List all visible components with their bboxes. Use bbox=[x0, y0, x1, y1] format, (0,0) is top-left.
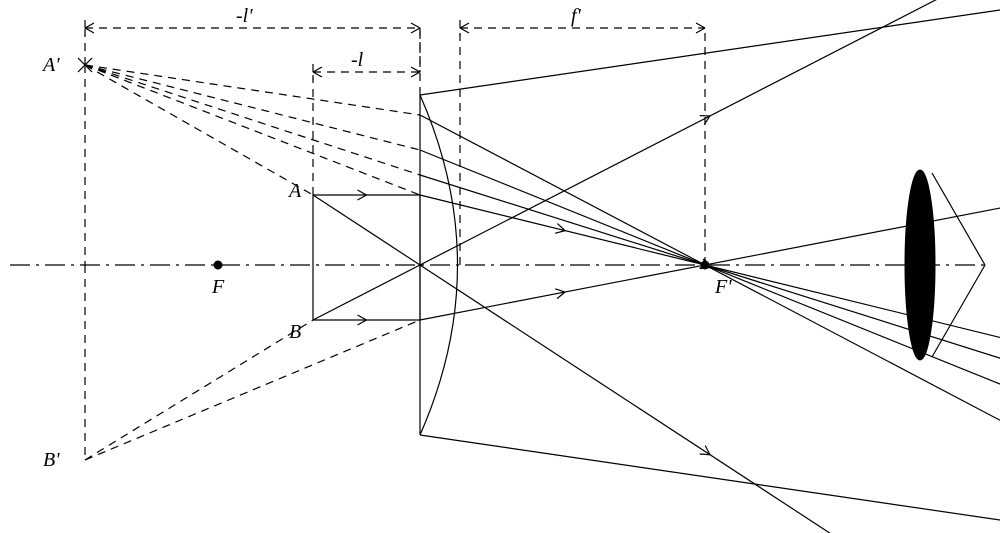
arrow-head bbox=[555, 231, 565, 234]
arrow-head bbox=[411, 72, 420, 77]
rayB-chief-in bbox=[313, 265, 420, 320]
arrow-head bbox=[555, 289, 565, 292]
eye-lens bbox=[905, 170, 935, 360]
ray-Bprime-to-lens bbox=[85, 320, 420, 460]
arrow-head bbox=[411, 23, 420, 28]
label-B: B bbox=[289, 321, 301, 343]
label-Aprime: A' bbox=[41, 54, 60, 76]
arrow-head bbox=[700, 454, 710, 455]
arrow-head bbox=[85, 23, 94, 28]
arrow-head bbox=[411, 67, 420, 72]
label-F: F bbox=[211, 276, 225, 298]
arrow-head bbox=[313, 72, 322, 77]
arrow-head bbox=[358, 190, 367, 195]
arrow-head bbox=[313, 67, 322, 72]
outer-ray-bottom bbox=[420, 435, 1000, 520]
Bprime-to-B bbox=[85, 320, 313, 460]
label-A: A bbox=[287, 180, 302, 202]
arrow-head bbox=[358, 320, 367, 325]
arrow-head bbox=[460, 23, 469, 28]
rayA-chief-in bbox=[313, 195, 420, 265]
diagram-root: -l' -l f' A' B' F A B F' bbox=[10, 0, 1000, 533]
eye-cone-top bbox=[932, 173, 985, 265]
ray-Aprime-3 bbox=[85, 65, 420, 195]
label-Fprime: F' bbox=[714, 276, 732, 298]
dim-label-f-prime: f' bbox=[571, 5, 582, 27]
outer-ray-top bbox=[420, 10, 1000, 95]
label-Bprime: B' bbox=[43, 449, 60, 471]
arrow-head bbox=[85, 28, 94, 33]
arrow-head bbox=[358, 315, 367, 320]
ray-Aprime-2 bbox=[85, 65, 420, 175]
eye-cone-bottom bbox=[932, 265, 985, 357]
arrow-head bbox=[696, 23, 705, 28]
focal-point-F bbox=[214, 261, 222, 269]
dim-label-neg-l: -l bbox=[351, 49, 364, 71]
Aprime-to-A bbox=[85, 65, 313, 195]
arrow-head bbox=[358, 195, 367, 200]
arrow-head bbox=[696, 28, 705, 33]
arrow-head bbox=[411, 28, 420, 33]
arrow-head bbox=[460, 28, 469, 33]
dim-label-neg-l-prime: -l' bbox=[236, 5, 253, 27]
